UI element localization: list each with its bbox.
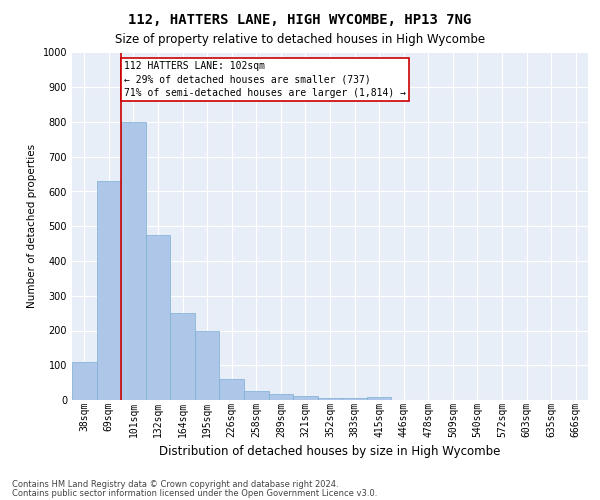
Bar [342, 398, 367, 400]
X-axis label: Distribution of detached houses by size in High Wycombe: Distribution of detached houses by size … [160, 445, 500, 458]
Text: 112, HATTERS LANE, HIGH WYCOMBE, HP13 7NG: 112, HATTERS LANE, HIGH WYCOMBE, HP13 7N… [128, 12, 472, 26]
Bar [170, 313, 195, 400]
Text: Contains public sector information licensed under the Open Government Licence v3: Contains public sector information licen… [12, 488, 377, 498]
Bar [293, 396, 318, 400]
Bar [146, 235, 170, 400]
Bar [318, 398, 342, 400]
Bar [367, 397, 391, 400]
Bar [244, 392, 269, 400]
Text: 112 HATTERS LANE: 102sqm
← 29% of detached houses are smaller (737)
71% of semi-: 112 HATTERS LANE: 102sqm ← 29% of detach… [124, 61, 406, 98]
Bar [97, 181, 121, 400]
Text: Size of property relative to detached houses in High Wycombe: Size of property relative to detached ho… [115, 32, 485, 46]
Bar [195, 330, 220, 400]
Bar [72, 362, 97, 400]
Bar [121, 122, 146, 400]
Bar [220, 379, 244, 400]
Y-axis label: Number of detached properties: Number of detached properties [27, 144, 37, 308]
Bar [269, 394, 293, 400]
Text: Contains HM Land Registry data © Crown copyright and database right 2024.: Contains HM Land Registry data © Crown c… [12, 480, 338, 489]
